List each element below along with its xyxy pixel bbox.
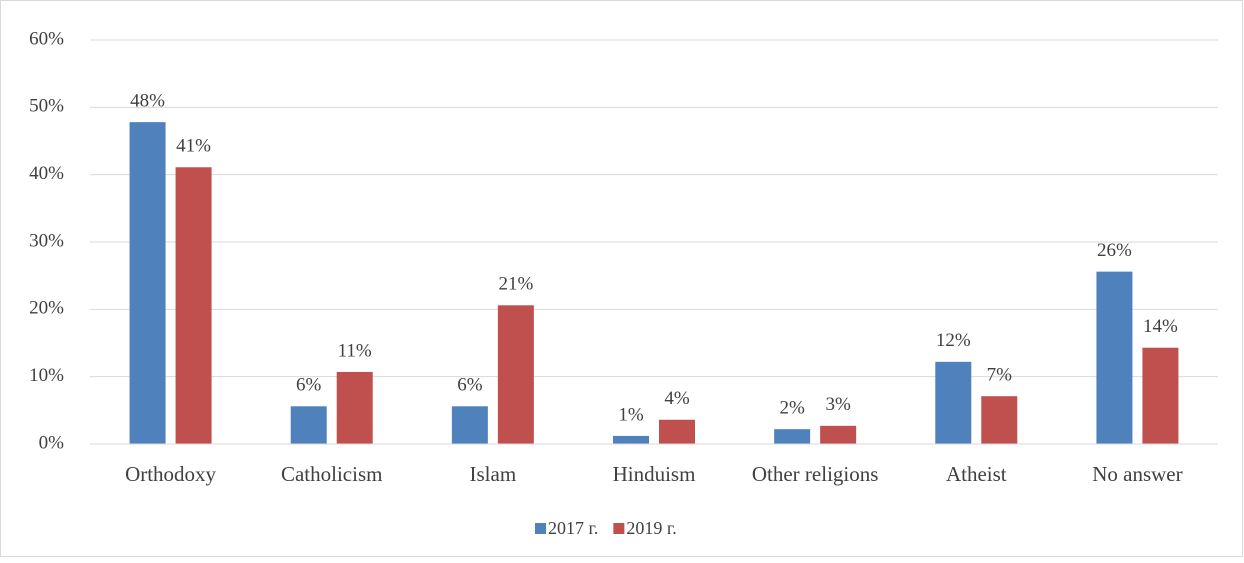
value-label: 1%: [618, 404, 644, 425]
y-tick-label: 10%: [29, 365, 64, 386]
x-tick-label: Islam: [470, 462, 517, 486]
bar: [1142, 347, 1179, 444]
value-label: 26%: [1097, 240, 1132, 261]
bar: [129, 122, 166, 444]
bar: [613, 435, 649, 444]
bar: [935, 361, 972, 444]
value-label: 41%: [176, 136, 211, 157]
value-label: 4%: [664, 388, 690, 409]
y-tick-label: 30%: [29, 230, 64, 251]
legend-label: 2017 г.: [548, 518, 598, 538]
value-label: 12%: [936, 330, 971, 351]
bar: [820, 425, 857, 444]
y-tick-label: 60%: [29, 28, 64, 49]
legend-swatch: [535, 523, 546, 534]
y-tick-label: 50%: [29, 96, 64, 117]
legend-swatch: [613, 523, 625, 534]
bar: [659, 419, 695, 444]
bar: [497, 305, 534, 444]
bar: [1096, 271, 1133, 444]
value-label: 11%: [338, 340, 372, 361]
y-tick-label: 20%: [29, 298, 64, 319]
x-tick-label: Catholicism: [281, 462, 383, 486]
x-tick-label: Orthodoxy: [125, 462, 216, 486]
x-tick-label: Atheist: [946, 462, 1007, 486]
legend-label: 2019 г.: [626, 518, 676, 538]
value-label: 21%: [498, 274, 533, 295]
bar: [981, 396, 1018, 444]
value-label: 14%: [1143, 316, 1178, 337]
value-label: 6%: [457, 375, 483, 396]
bar: [774, 429, 811, 444]
y-tick-label: 0%: [39, 432, 65, 453]
value-label: 2%: [779, 398, 805, 419]
x-tick-label: No answer: [1092, 462, 1182, 486]
value-label: 6%: [296, 375, 322, 396]
x-tick-label: Hinduism: [613, 462, 696, 486]
value-label: 7%: [987, 365, 1013, 386]
bar: [336, 371, 373, 444]
x-tick-label: Other religions: [752, 462, 879, 486]
value-label: 3%: [825, 394, 851, 415]
y-tick-label: 40%: [29, 163, 64, 184]
value-label: 48%: [130, 91, 165, 112]
bar: [451, 406, 488, 444]
bar: [290, 406, 327, 444]
bar: [175, 167, 212, 444]
